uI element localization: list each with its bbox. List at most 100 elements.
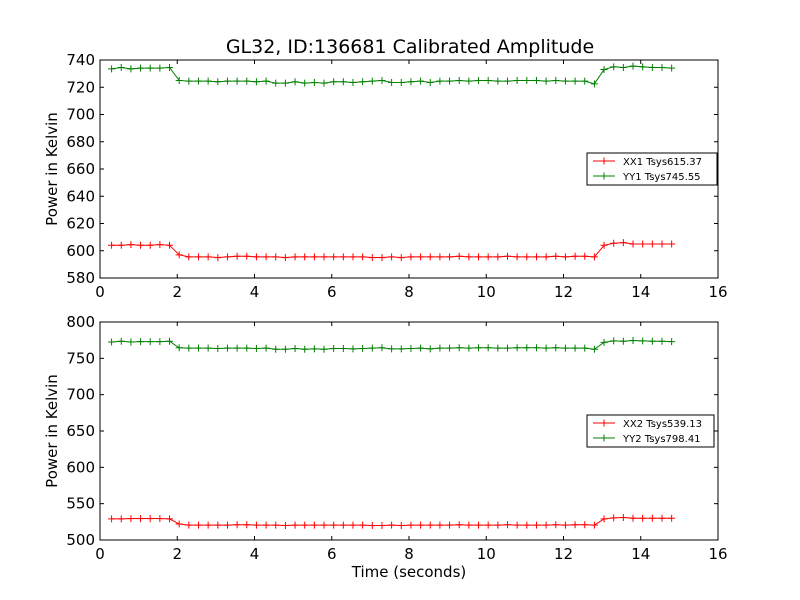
data-point-1-0-58 xyxy=(668,514,676,522)
x-tick-label-0-1: 2 xyxy=(172,283,182,301)
data-point-0-0-37 xyxy=(465,253,473,261)
data-point-0-1-49 xyxy=(581,77,589,85)
data-point-0-0-0 xyxy=(108,241,116,249)
y-tick-label-0-0: 580 xyxy=(66,269,95,287)
data-point-0-1-38 xyxy=(475,76,483,84)
data-point-0-1-6 xyxy=(166,63,174,71)
data-point-1-1-54 xyxy=(629,337,637,345)
data-point-1-0-51 xyxy=(600,515,608,523)
data-point-0-0-39 xyxy=(484,253,492,261)
data-point-1-0-16 xyxy=(262,521,270,529)
data-point-0-1-13 xyxy=(233,77,241,85)
data-point-0-0-14 xyxy=(243,252,251,260)
data-point-1-1-40 xyxy=(494,344,502,352)
data-point-1-1-15 xyxy=(252,345,260,353)
data-point-1-1-42 xyxy=(513,344,521,352)
data-point-0-0-57 xyxy=(658,240,666,248)
data-point-0-0-41 xyxy=(503,252,511,260)
x-tick-label-1-2: 4 xyxy=(250,545,260,563)
x-tick-label-0-5: 10 xyxy=(477,283,496,301)
x-axis-label-1: Time (seconds) xyxy=(351,563,467,581)
data-point-0-0-5 xyxy=(156,241,164,249)
data-point-1-0-24 xyxy=(339,521,347,529)
data-point-0-0-38 xyxy=(475,253,483,261)
data-point-0-0-30 xyxy=(397,254,405,262)
legend-label-1-0: XX2 Tsys539.13 xyxy=(623,419,702,430)
data-point-0-1-43 xyxy=(523,76,531,84)
data-point-1-1-39 xyxy=(484,344,492,352)
data-point-0-1-9 xyxy=(194,77,202,85)
data-point-0-1-54 xyxy=(629,62,637,70)
data-point-1-1-7 xyxy=(175,344,183,352)
y-tick-label-0-1: 600 xyxy=(66,242,95,260)
data-point-1-0-53 xyxy=(619,513,627,521)
data-point-1-1-18 xyxy=(281,345,289,353)
data-point-1-1-3 xyxy=(137,338,145,346)
legend-label-0-1: YY1 Tsys745.55 xyxy=(622,172,701,183)
legend-box-0 xyxy=(586,152,718,186)
data-point-1-1-0 xyxy=(108,338,116,346)
data-point-0-1-18 xyxy=(281,79,289,87)
data-point-0-0-20 xyxy=(301,253,309,261)
data-point-1-0-8 xyxy=(185,521,193,529)
data-point-1-0-11 xyxy=(214,521,222,529)
y-tick-label-1-0: 500 xyxy=(66,531,95,549)
data-point-1-0-55 xyxy=(639,514,647,522)
data-point-1-0-13 xyxy=(233,521,241,529)
y-tick-label-0-2: 620 xyxy=(66,215,95,233)
data-point-1-0-20 xyxy=(301,521,309,529)
data-point-0-0-1 xyxy=(117,241,125,249)
data-point-0-0-31 xyxy=(407,253,415,261)
data-point-1-1-46 xyxy=(552,344,560,352)
data-point-1-1-57 xyxy=(658,337,666,345)
data-point-0-0-49 xyxy=(581,252,589,260)
legend-0: XX1 Tsys615.37 YY1 Tsys745.55 xyxy=(586,152,718,186)
x-tick-label-0-8: 16 xyxy=(708,283,727,301)
data-point-1-1-56 xyxy=(648,337,656,345)
data-point-1-0-44 xyxy=(532,521,540,529)
data-point-0-1-25 xyxy=(349,78,357,86)
data-point-1-1-34 xyxy=(436,344,444,352)
data-point-1-1-36 xyxy=(455,344,463,352)
legend-marker-0-1 xyxy=(600,172,608,180)
data-point-0-1-35 xyxy=(446,77,454,85)
data-point-0-1-17 xyxy=(272,79,280,87)
data-point-1-0-41 xyxy=(503,521,511,529)
x-tick-label-0-2: 4 xyxy=(250,283,260,301)
data-point-0-1-42 xyxy=(513,76,521,84)
data-point-1-1-45 xyxy=(542,344,550,352)
data-point-1-0-57 xyxy=(658,514,666,522)
data-point-1-1-52 xyxy=(610,337,618,345)
data-point-1-0-14 xyxy=(243,521,251,529)
x-tick-label-0-0: 0 xyxy=(95,283,105,301)
data-point-1-0-12 xyxy=(223,521,231,529)
data-point-0-1-39 xyxy=(484,76,492,84)
data-point-0-0-21 xyxy=(310,253,318,261)
y-tick-label-1-2: 600 xyxy=(66,458,95,476)
data-point-1-0-48 xyxy=(571,521,579,529)
y-tick-label-0-4: 660 xyxy=(66,160,95,178)
data-point-1-1-5 xyxy=(156,338,164,346)
data-point-1-0-32 xyxy=(417,521,425,529)
y-tick-label-1-1: 550 xyxy=(66,495,95,513)
data-point-1-0-31 xyxy=(407,521,415,529)
data-point-0-0-26 xyxy=(359,253,367,261)
data-point-1-0-42 xyxy=(513,521,521,529)
data-point-1-1-1 xyxy=(117,337,125,345)
data-point-0-1-36 xyxy=(455,76,463,84)
y-tick-label-1-3: 650 xyxy=(66,422,95,440)
data-point-0-1-51 xyxy=(600,66,608,74)
data-point-1-0-21 xyxy=(310,521,318,529)
x-tick-label-1-6: 12 xyxy=(554,545,573,563)
y-axis-label-0: Power in Kelvin xyxy=(43,112,61,226)
data-point-0-1-31 xyxy=(407,78,415,86)
data-point-1-0-56 xyxy=(648,514,656,522)
data-point-1-1-16 xyxy=(262,344,270,352)
data-point-1-1-31 xyxy=(407,345,415,353)
data-point-1-0-39 xyxy=(484,521,492,529)
data-point-0-0-19 xyxy=(291,253,299,261)
data-point-1-0-45 xyxy=(542,521,550,529)
data-point-0-1-52 xyxy=(610,63,618,71)
x-tick-label-1-0: 0 xyxy=(95,545,105,563)
